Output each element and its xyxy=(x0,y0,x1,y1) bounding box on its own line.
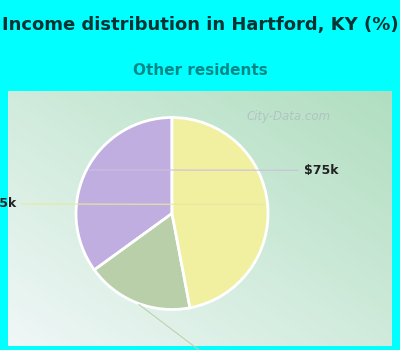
Wedge shape xyxy=(172,118,268,308)
Text: $125k: $125k xyxy=(0,197,265,210)
Text: Other residents: Other residents xyxy=(133,63,267,78)
Text: Income distribution in Hartford, KY (%): Income distribution in Hartford, KY (%) xyxy=(2,16,398,35)
Text: $75k: $75k xyxy=(89,164,338,177)
Text: City-Data.com: City-Data.com xyxy=(246,110,330,123)
Wedge shape xyxy=(76,118,172,270)
Text: $150k: $150k xyxy=(139,304,237,350)
Wedge shape xyxy=(94,214,190,309)
